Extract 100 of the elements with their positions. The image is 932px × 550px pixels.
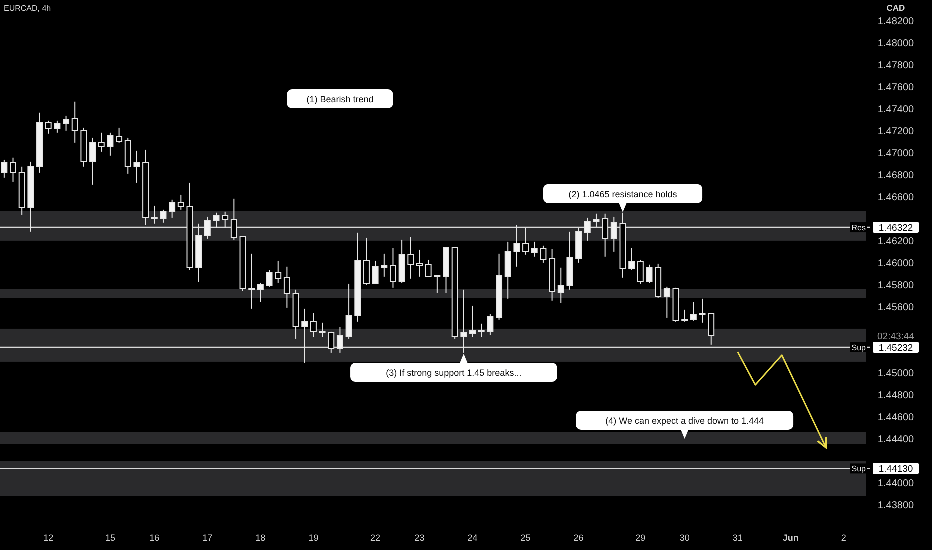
candlestick [72, 101, 78, 144]
candlestick [178, 194, 184, 210]
y-tick-label: 1.47000 [878, 148, 915, 160]
candlestick [584, 217, 591, 242]
candlestick [690, 302, 697, 322]
y-tick-label: 1.44800 [878, 390, 915, 402]
y-tick-label: 1.48200 [878, 16, 915, 28]
candlestick [222, 211, 229, 228]
y-tick-label: 1.46600 [878, 192, 915, 204]
candlestick [708, 312, 715, 346]
candlestick [646, 264, 653, 284]
y-tick-label: 1.43800 [878, 500, 915, 512]
candlestick [460, 289, 468, 354]
candlestick [336, 326, 344, 354]
annotation: (3) If strong support 1.45 breaks... [386, 368, 522, 378]
candlestick [319, 322, 326, 338]
candlestick [328, 331, 335, 354]
text: 02:43:44 [878, 332, 914, 343]
candlestick [346, 283, 352, 340]
candlestick [54, 120, 61, 134]
candlestick [116, 127, 123, 144]
candlestick [522, 227, 530, 256]
candlestick [284, 266, 290, 308]
x-tick-label: 30 [680, 533, 690, 543]
y-tick-label: 1.45232 [878, 342, 914, 354]
candlestick [90, 137, 96, 186]
y-tick-label: 1.47200 [878, 126, 915, 138]
candlestick [610, 216, 618, 252]
y-tick-label: 1.44600 [878, 412, 915, 424]
x-tick-label: 2 [841, 533, 846, 543]
y-axis-title: CAD [886, 3, 906, 13]
candlestick [628, 247, 636, 270]
candlestick [275, 260, 282, 284]
candlestick [699, 298, 706, 324]
candlestick [478, 323, 485, 338]
candlestick [230, 198, 238, 240]
ref-line-label: Sup [852, 343, 867, 352]
candlestick [425, 259, 432, 278]
candlestick [310, 312, 317, 338]
x-tick-label: 26 [574, 533, 584, 543]
candlestick [45, 120, 52, 134]
x-tick-label: 25 [520, 533, 531, 543]
candlestick [63, 115, 70, 132]
candlestick [682, 309, 688, 322]
x-tick-label: 19 [308, 533, 319, 543]
y-tick-label: 1.45000 [878, 368, 915, 380]
candlestick [151, 205, 158, 224]
y-tick-label: 1.47400 [878, 104, 915, 116]
candlestick [408, 236, 414, 280]
candlestick [664, 286, 670, 318]
candlestick [107, 132, 114, 156]
x-tick-label: 18 [256, 533, 266, 543]
annotation: (1) Bearish trend [306, 94, 374, 104]
x-tick-label: Jun [782, 533, 799, 543]
candlestick [257, 282, 264, 303]
candlestick [302, 308, 308, 364]
x-tick-label: 17 [202, 533, 213, 543]
y-tick-label: 1.46200 [878, 236, 915, 248]
ref-line-label: Sup [852, 464, 867, 474]
candlestick [10, 157, 16, 182]
candlestick [416, 249, 423, 278]
ref-line-label: Res [852, 224, 866, 233]
candlestick [213, 212, 220, 228]
x-tick-label: 16 [150, 533, 160, 543]
annotation: (2) 1.0465 resistance holds [568, 189, 678, 200]
candlestick [487, 314, 494, 336]
candlestick [169, 199, 176, 218]
x-tick-label: 15 [105, 533, 116, 543]
x-tick-label: 24 [468, 533, 478, 543]
candlestick [470, 305, 476, 338]
y-tick-label: 1.46800 [878, 170, 915, 182]
candlestick [593, 213, 600, 228]
candlestick [434, 275, 441, 294]
x-tick-label: 12 [44, 533, 54, 543]
x-tick-label: 23 [414, 533, 425, 543]
y-tick-label: 1.44400 [878, 434, 915, 446]
y-tick-label: 1.44000 [878, 478, 915, 490]
y-tick-label: 1.44130 [878, 464, 914, 476]
annotation: (4) We can expect a dive down to 1.444 [606, 416, 764, 426]
y-tick-label: 1.45600 [878, 302, 915, 314]
y-tick-label: 1.48000 [878, 38, 915, 50]
candlestick [540, 245, 547, 264]
candlestick [514, 224, 520, 268]
candlestick [558, 267, 564, 304]
candlestick [204, 216, 211, 240]
x-tick-label: 22 [370, 533, 381, 543]
y-tick-label: 1.46000 [878, 258, 915, 270]
y-tick-label: 1.47800 [878, 60, 915, 72]
candlestick [363, 237, 370, 286]
candlestick [98, 132, 105, 152]
candlestick [266, 269, 273, 288]
candlestick [1, 159, 8, 178]
candlestick [531, 241, 538, 258]
x-tick-label: 31 [732, 533, 743, 543]
candlestick [372, 260, 379, 284]
candlestick [248, 253, 256, 310]
candlestick [381, 253, 388, 278]
chart-title: EURCAD, 4h [4, 4, 52, 13]
candlestick [602, 213, 609, 258]
candlestick [390, 247, 396, 288]
